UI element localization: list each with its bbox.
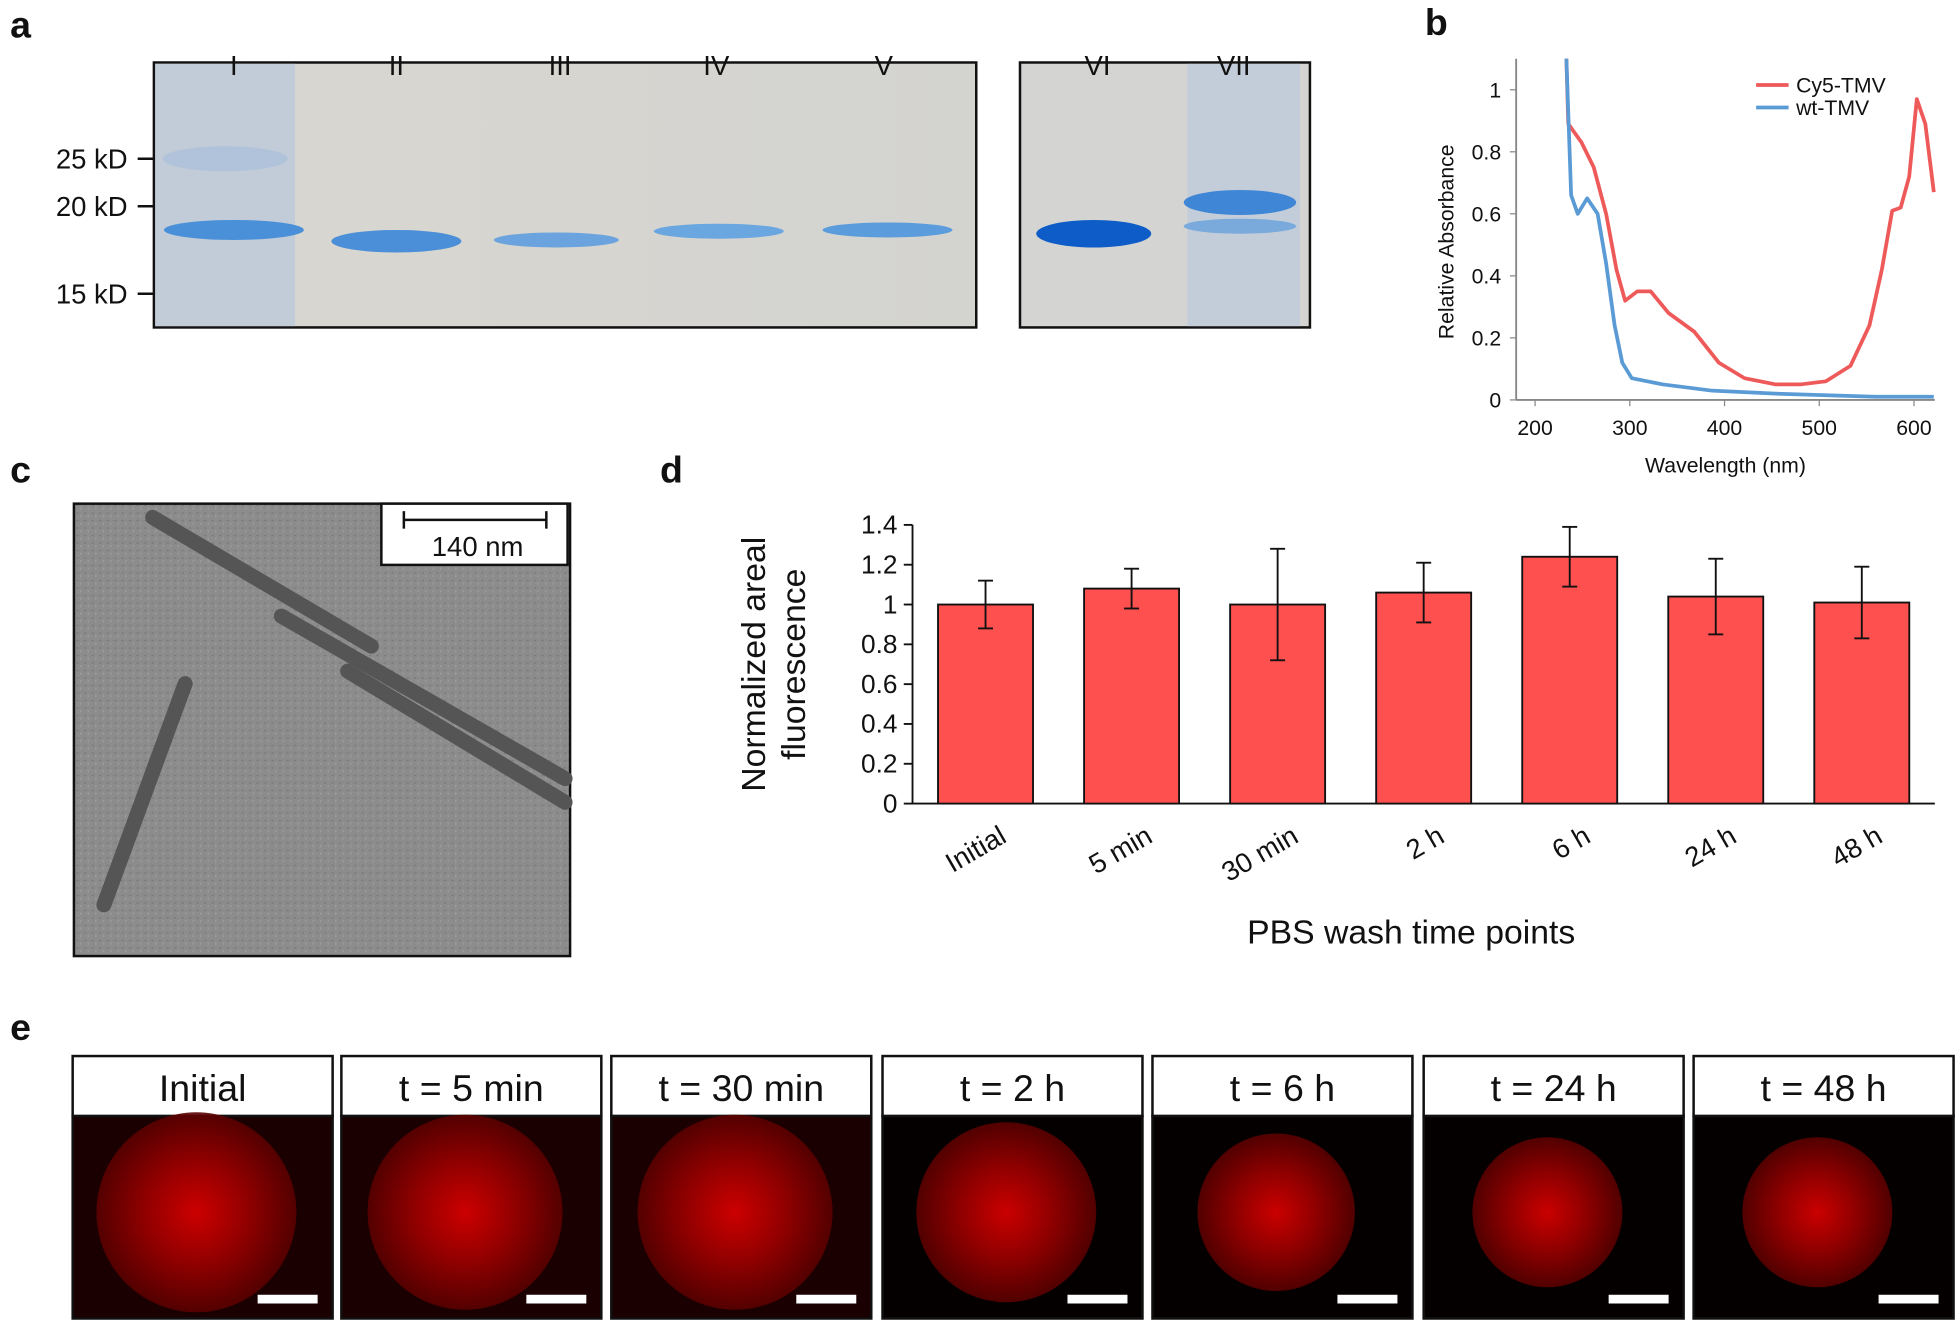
tile-title: Initial <box>159 1067 247 1109</box>
x-tick-label: 600 <box>1896 416 1931 440</box>
y-tick-label: 0.6 <box>861 669 897 699</box>
tile-title: t = 30 min <box>658 1067 824 1109</box>
bar <box>1083 587 1181 805</box>
series-line <box>1564 58 1934 399</box>
x-axis-label: Wavelength (nm) <box>1645 453 1806 477</box>
disc <box>96 1112 297 1313</box>
y-axis-label: Normalized areal <box>735 537 773 792</box>
y-axis-label: fluorescence <box>775 569 813 760</box>
disc <box>1742 1137 1893 1288</box>
tile-header <box>1692 1054 1955 1118</box>
scale-bar <box>796 1294 857 1304</box>
band <box>493 232 619 248</box>
y-tick-label: 1 <box>1489 78 1501 102</box>
disc <box>367 1114 563 1310</box>
marker-label: 25 kD <box>56 144 128 175</box>
x-tick-label: 30 min <box>1216 819 1303 887</box>
gel <box>152 61 1312 329</box>
tile-header <box>610 1054 873 1118</box>
marker-label: 20 kD <box>56 191 128 222</box>
y-axis-label: Relative Absorbance <box>1435 144 1459 339</box>
scale-bar <box>1337 1294 1398 1304</box>
scale-bar <box>1608 1294 1669 1304</box>
lane-label: III <box>549 50 572 81</box>
tile-title: t = 48 h <box>1761 1067 1887 1109</box>
band <box>653 223 784 239</box>
x-tick-label: 6 h <box>1547 819 1596 865</box>
x-tick-label: 24 h <box>1679 819 1741 873</box>
scale-bar <box>257 1294 318 1304</box>
panel-label: b <box>1425 1 1448 43</box>
x-tick-label: 200 <box>1517 416 1552 440</box>
disc <box>1197 1133 1355 1292</box>
scale-label: 140 nm <box>432 531 524 562</box>
y-tick-label: 0.8 <box>1472 140 1502 164</box>
band <box>331 229 462 253</box>
x-tick-label: Initial <box>940 819 1011 878</box>
x-tick-label: 500 <box>1802 416 1837 440</box>
panel-label: c <box>10 448 31 490</box>
band <box>1036 219 1152 248</box>
rod <box>340 663 573 810</box>
tile-title: t = 2 h <box>960 1067 1065 1109</box>
band <box>822 222 953 238</box>
x-tick-label: 48 h <box>1825 819 1887 873</box>
rod <box>145 509 379 654</box>
x-axis-label: PBS wash time points <box>1247 914 1575 952</box>
bar <box>937 603 1034 805</box>
disc <box>1472 1137 1623 1288</box>
scale-bar <box>526 1294 587 1304</box>
y-tick-label: 0.4 <box>861 709 897 739</box>
disc <box>916 1122 1097 1303</box>
y-tick-label: 1.2 <box>861 549 897 579</box>
lane-label: VII <box>1217 50 1251 81</box>
x-tick-label: 300 <box>1612 416 1647 440</box>
band <box>1183 218 1297 234</box>
tem-image: 140 nm <box>72 502 573 958</box>
tem-background <box>72 502 572 958</box>
y-tick-label: 0.8 <box>861 629 897 659</box>
panel-label: d <box>660 448 683 490</box>
lane-label: II <box>389 50 404 81</box>
series-line <box>1564 58 1936 387</box>
lane-label: IV <box>703 50 730 81</box>
panel-label: a <box>10 3 32 45</box>
scale-bar <box>1067 1294 1128 1304</box>
panel-label: e <box>10 1006 31 1048</box>
scale-box <box>380 502 569 567</box>
x-tick-label: 2 h <box>1401 819 1450 865</box>
lane-label: I <box>230 50 238 81</box>
scale-bar <box>1878 1294 1939 1304</box>
bar <box>1375 591 1473 805</box>
bar <box>1521 555 1619 805</box>
band <box>163 219 304 240</box>
legend-label: wt-TMV <box>1795 96 1870 120</box>
y-tick-label: 0.2 <box>861 749 897 779</box>
y-tick-label: 0.4 <box>1472 264 1502 288</box>
y-tick-label: 0.2 <box>1472 326 1502 350</box>
band <box>1183 189 1297 215</box>
lane-smear <box>155 63 296 327</box>
disc <box>637 1114 833 1310</box>
y-tick-label: 1.4 <box>861 510 897 540</box>
y-tick-label: 1 <box>883 589 898 619</box>
x-tick-label: 400 <box>1707 416 1742 440</box>
tile-title: t = 5 min <box>399 1067 544 1109</box>
tile-title: t = 6 h <box>1230 1067 1335 1109</box>
rod <box>96 676 193 913</box>
lane-label: VI <box>1084 50 1110 81</box>
tile-title: t = 24 h <box>1491 1067 1617 1109</box>
rod <box>273 608 573 787</box>
tile-header <box>1422 1054 1685 1118</box>
y-tick-label: 0 <box>883 788 898 818</box>
marker-label: 15 kD <box>56 279 128 310</box>
band <box>162 146 288 172</box>
y-tick-label: 0 <box>1489 388 1501 412</box>
lane-label: V <box>875 50 894 81</box>
legend-label: Cy5-TMV <box>1796 73 1886 97</box>
x-tick-label: 5 min <box>1083 819 1157 879</box>
y-tick-label: 0.6 <box>1472 202 1502 226</box>
